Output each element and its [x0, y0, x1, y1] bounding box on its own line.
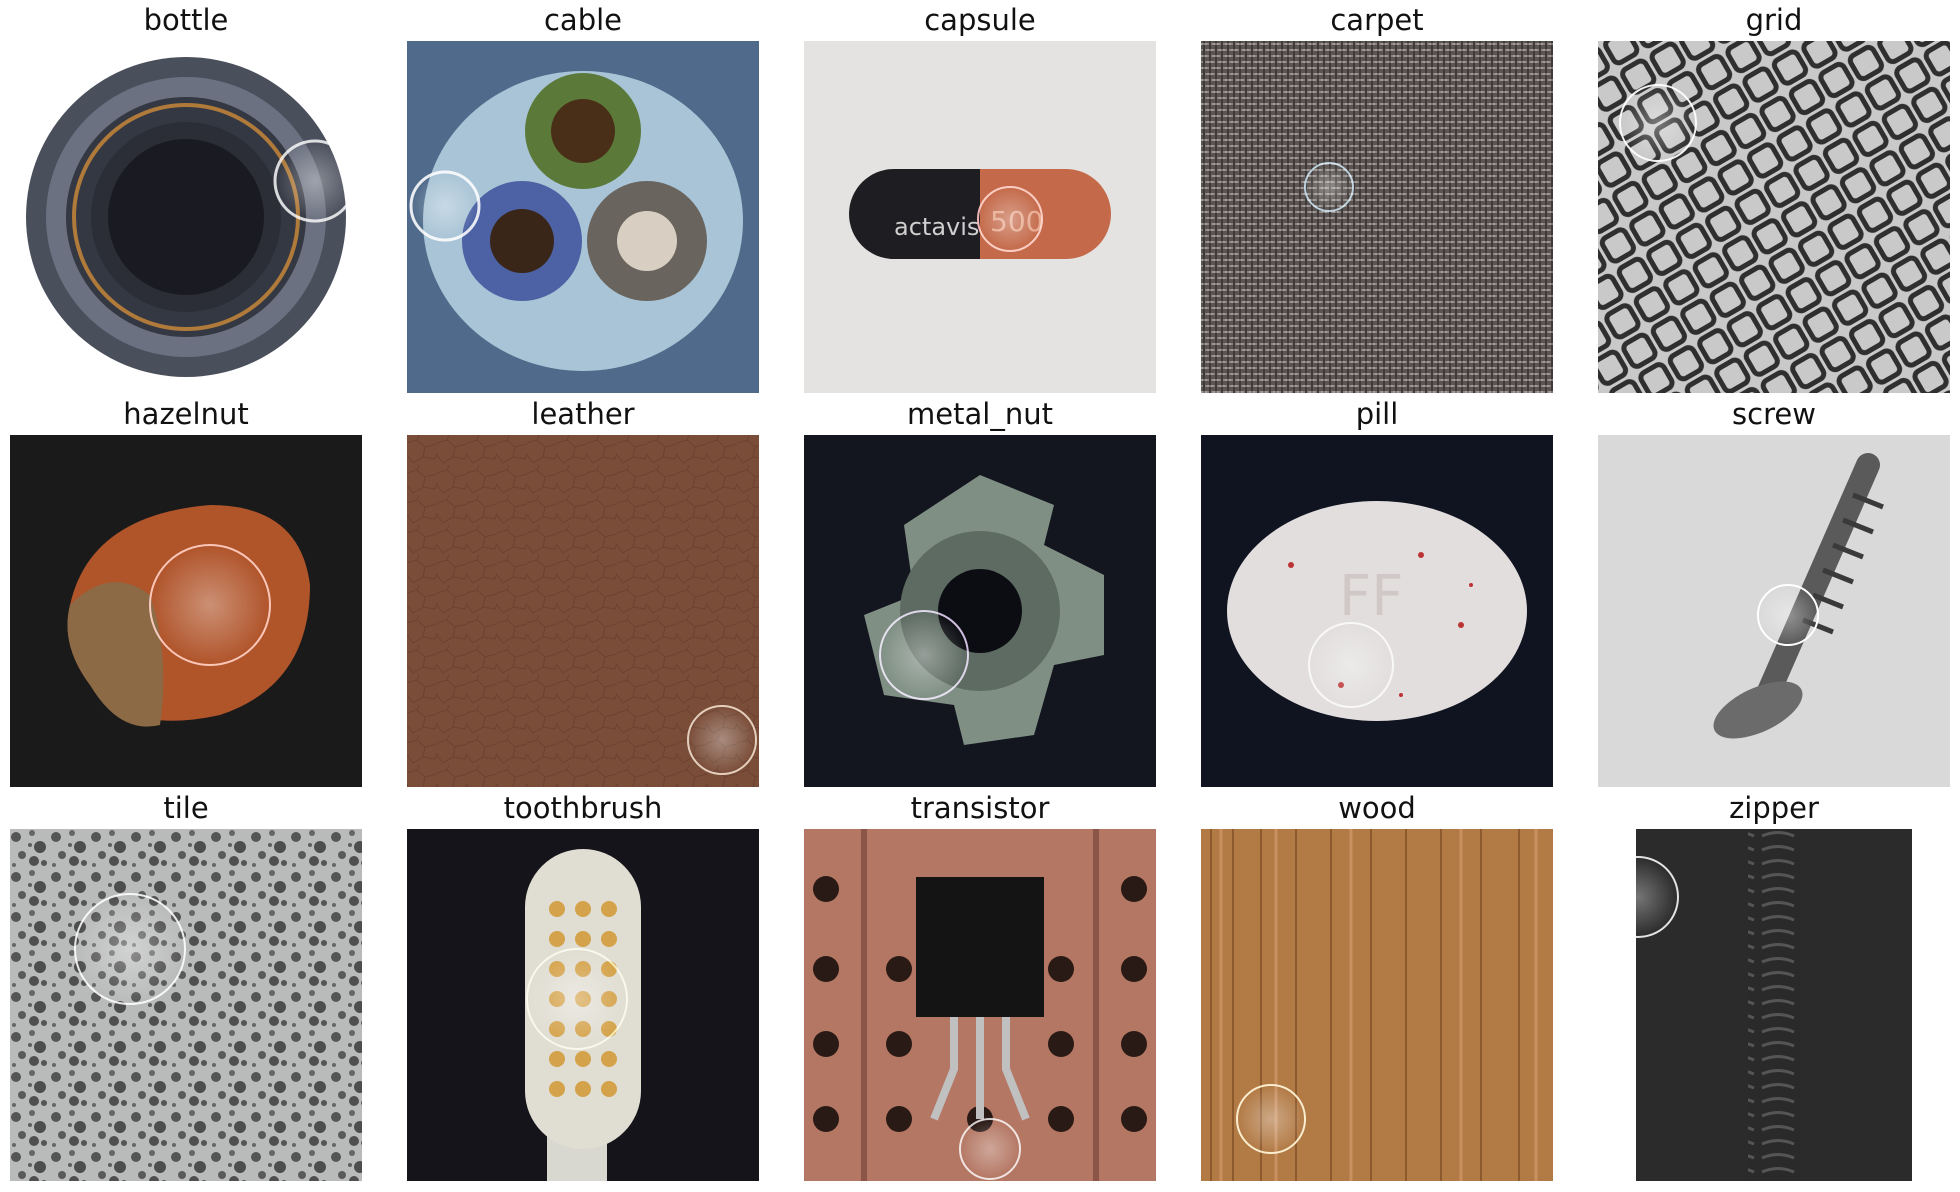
panel-title: hazelnut [123, 397, 249, 431]
panel-title: cable [543, 3, 623, 37]
panel-title: screw [1732, 397, 1816, 431]
grid-image [1598, 41, 1950, 393]
carpet-image [1201, 41, 1553, 393]
capsule-image: actavis 500 [804, 41, 1156, 393]
hazelnut-image [10, 435, 362, 787]
transistor-image [804, 829, 1156, 1181]
leather-image [407, 435, 759, 787]
pill-image: FF [1201, 435, 1553, 787]
panel-title: zipper [1729, 791, 1819, 825]
cable-image [407, 41, 759, 393]
wood-image [1201, 829, 1553, 1181]
metal-nut-image [804, 435, 1156, 787]
panel-title: transistor [910, 791, 1050, 825]
toothbrush-image [407, 829, 759, 1181]
panel-title: leather [531, 397, 635, 431]
bottle-image [10, 41, 362, 393]
panel-title: capsule [924, 3, 1036, 37]
tile-image [10, 829, 362, 1181]
capsule-brand-text: actavis [894, 213, 979, 241]
panel-title: toothbrush [503, 791, 663, 825]
panel-title: bottle [143, 3, 229, 37]
panel-title: metal_nut [907, 397, 1053, 431]
pill-imprint-text: FF [1339, 564, 1403, 629]
panel-title: pill [1355, 397, 1399, 431]
panel-title: tile [163, 791, 209, 825]
screw-image [1598, 435, 1950, 787]
zipper-image [1598, 829, 1950, 1181]
panel-title: wood [1338, 791, 1416, 825]
panel-title: grid [1745, 3, 1803, 37]
panel-title: carpet [1330, 3, 1424, 37]
